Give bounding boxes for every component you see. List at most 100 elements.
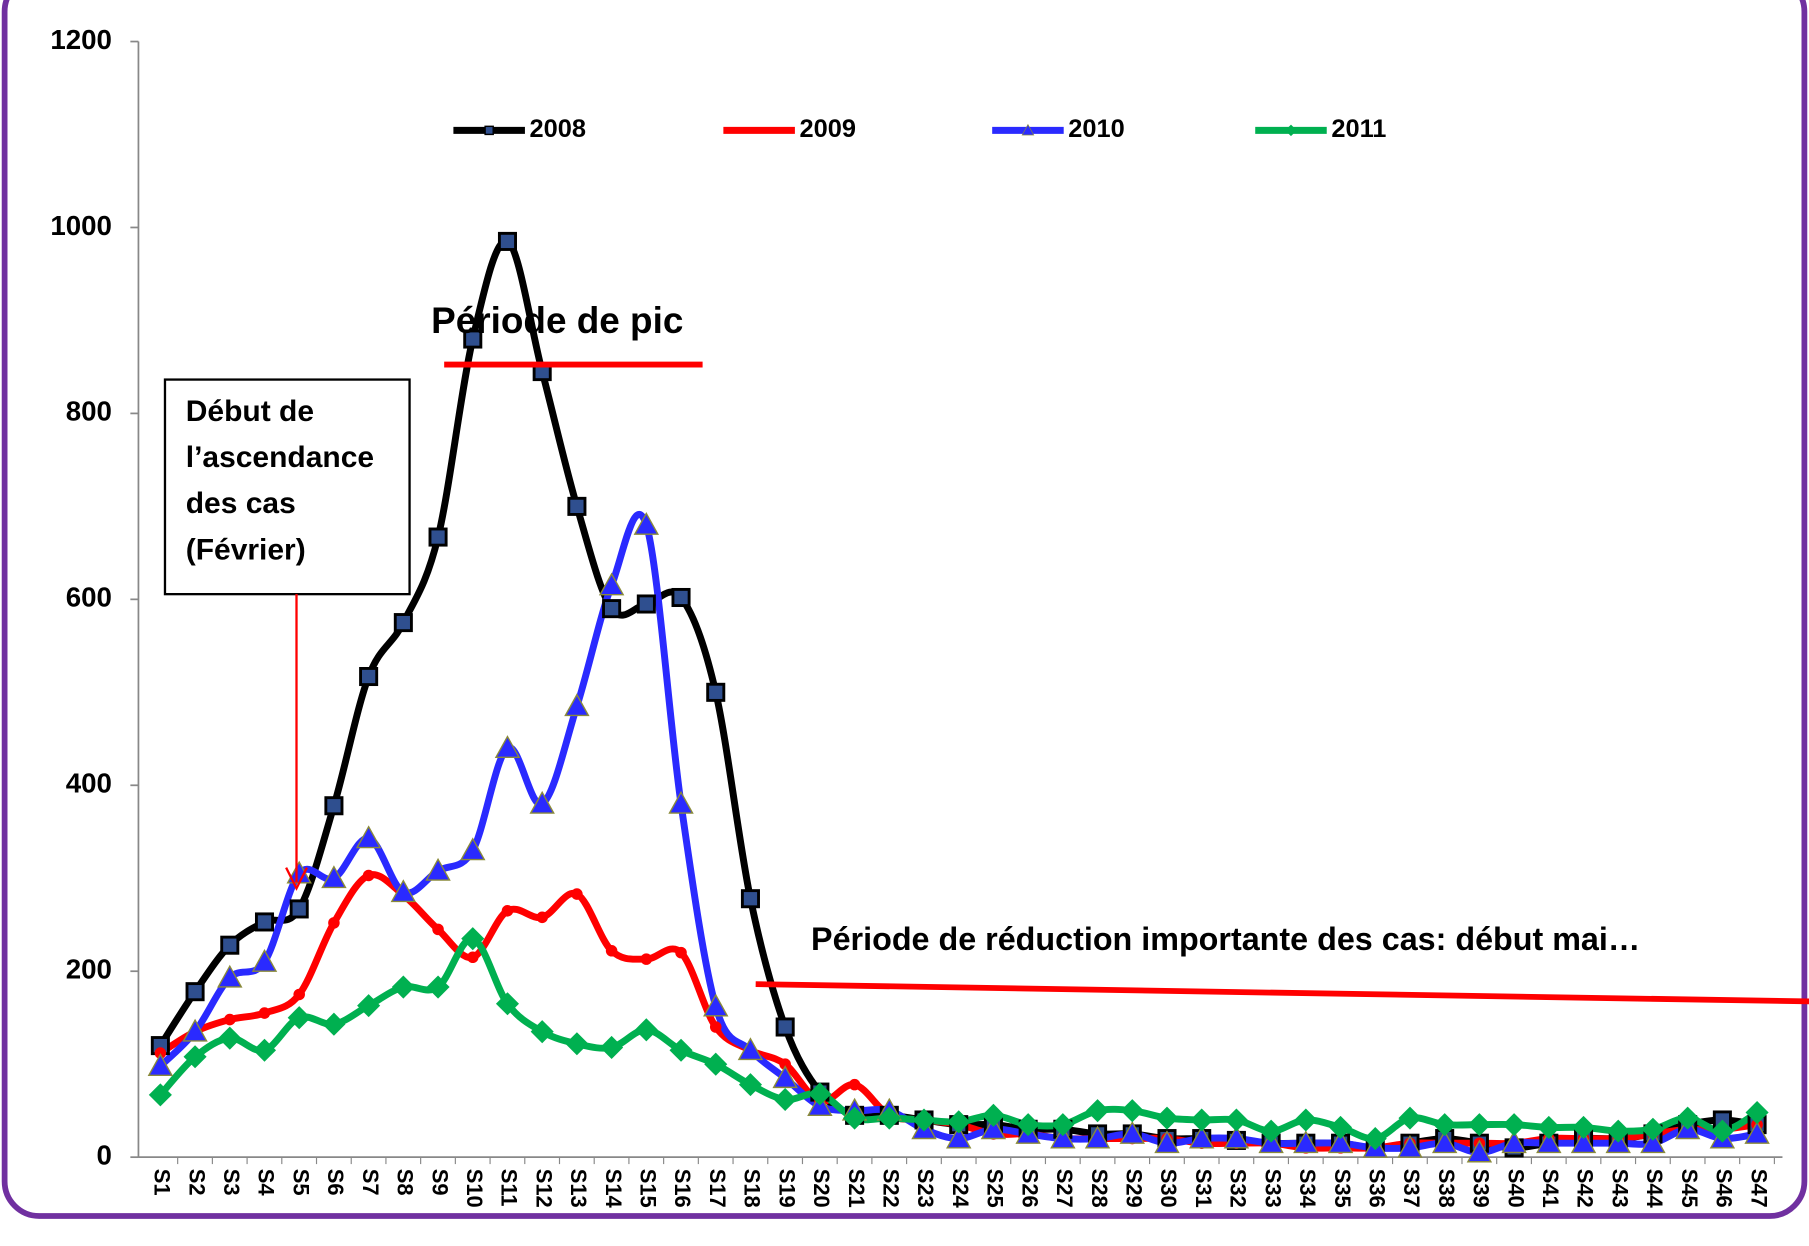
y-tick-label: 1200	[50, 24, 112, 55]
marker	[501, 905, 514, 917]
marker	[1606, 1119, 1630, 1143]
series-line	[157, 935, 1759, 1143]
marker	[1120, 1099, 1144, 1123]
legend-marker-shape	[1021, 123, 1035, 136]
marker	[1433, 1113, 1457, 1137]
x-tick-label: S31	[1191, 1169, 1216, 1208]
marker	[251, 948, 278, 972]
marker	[1224, 1108, 1248, 1132]
x-tick-label: S37	[1399, 1169, 1424, 1208]
marker	[1154, 1130, 1180, 1154]
marker	[946, 1125, 972, 1149]
x-tick-label: S39	[1469, 1169, 1494, 1208]
marker	[148, 1083, 172, 1107]
marker	[565, 1032, 589, 1056]
marker	[466, 951, 479, 964]
marker	[1467, 1113, 1491, 1137]
x-tick-label: S40	[1503, 1169, 1528, 1208]
annotation-box	[163, 378, 411, 596]
x-tick-label: S21	[844, 1169, 869, 1208]
legend-label: 2010	[1068, 115, 1124, 143]
x-tick-label: S27	[1052, 1169, 1077, 1208]
marker	[224, 1013, 236, 1026]
x-tick-label: S19	[774, 1169, 799, 1208]
x-tick-label: S47	[1746, 1169, 1771, 1208]
marker	[1223, 1125, 1250, 1149]
marker	[293, 988, 305, 1001]
annotation-reduction: Période de réduction importante des cas:…	[811, 921, 1640, 957]
marker	[808, 1082, 832, 1106]
x-tick-label: S25	[983, 1169, 1008, 1208]
marker	[1119, 1120, 1145, 1144]
marker	[634, 1018, 658, 1042]
x-tick-label: S3	[219, 1169, 244, 1196]
marker	[321, 865, 347, 889]
y-tick-label: 600	[66, 582, 112, 613]
marker	[1294, 1108, 1318, 1132]
marker	[185, 982, 205, 1002]
marker	[497, 231, 517, 251]
x-tick-label: S29	[1121, 1169, 1146, 1208]
x-tick-label: S34	[1295, 1169, 1320, 1209]
x-tick-label: S14	[601, 1169, 626, 1209]
x-tick-label: S41	[1538, 1169, 1563, 1208]
x-tick-label: S13	[566, 1169, 591, 1208]
x-tick-label: S44	[1642, 1169, 1667, 1209]
marker	[980, 1116, 1007, 1140]
frame	[1, 0, 1808, 1219]
marker	[391, 975, 415, 999]
marker	[737, 1037, 764, 1061]
legend-label: 2009	[800, 115, 856, 143]
y-tick-label: 800	[66, 396, 112, 427]
marker	[426, 975, 450, 999]
marker	[633, 512, 660, 535]
marker	[359, 666, 379, 687]
marker	[669, 1038, 693, 1062]
marker	[530, 1020, 554, 1044]
marker	[324, 796, 344, 816]
marker	[494, 735, 521, 759]
marker	[1501, 1130, 1527, 1154]
x-tick-label: S2	[184, 1169, 209, 1196]
x-tick-label: S35	[1330, 1169, 1355, 1208]
x-tick-label: S36	[1364, 1169, 1389, 1208]
x-tick-label: S16	[670, 1169, 695, 1208]
y-tick-label: 0	[97, 1139, 112, 1170]
marker	[182, 1018, 208, 1042]
marker	[779, 1058, 791, 1070]
x-tick-label: S6	[323, 1169, 348, 1196]
marker	[1744, 1120, 1770, 1144]
marker	[1398, 1106, 1422, 1130]
marker	[258, 1007, 271, 1019]
marker	[636, 594, 656, 614]
marker	[775, 1017, 795, 1037]
marker	[848, 1078, 861, 1091]
marker	[393, 613, 413, 633]
legend-label: 2008	[530, 115, 586, 143]
marker	[1155, 1106, 1179, 1130]
annotation-line: Début de	[186, 395, 314, 428]
marker	[1431, 1130, 1458, 1154]
marker	[1293, 1130, 1319, 1154]
marker	[495, 992, 520, 1016]
marker	[571, 888, 583, 900]
series-group	[147, 231, 1770, 1163]
marker	[1327, 1130, 1354, 1154]
x-tick-label: S23	[913, 1169, 938, 1208]
marker	[1466, 1139, 1493, 1163]
marker	[425, 857, 451, 881]
annotation-line: l’ascendance	[186, 441, 374, 474]
marker	[640, 953, 653, 965]
marker	[328, 917, 340, 929]
marker	[877, 1106, 901, 1130]
marker	[843, 1106, 867, 1130]
marker	[1536, 1130, 1562, 1154]
marker	[1050, 1125, 1076, 1149]
annotation-line: des cas	[186, 487, 296, 520]
marker	[1710, 1119, 1734, 1143]
marker	[1640, 1130, 1666, 1154]
marker	[772, 1065, 798, 1089]
legend-label: 2011	[1331, 115, 1386, 143]
series-line	[158, 871, 1758, 1152]
